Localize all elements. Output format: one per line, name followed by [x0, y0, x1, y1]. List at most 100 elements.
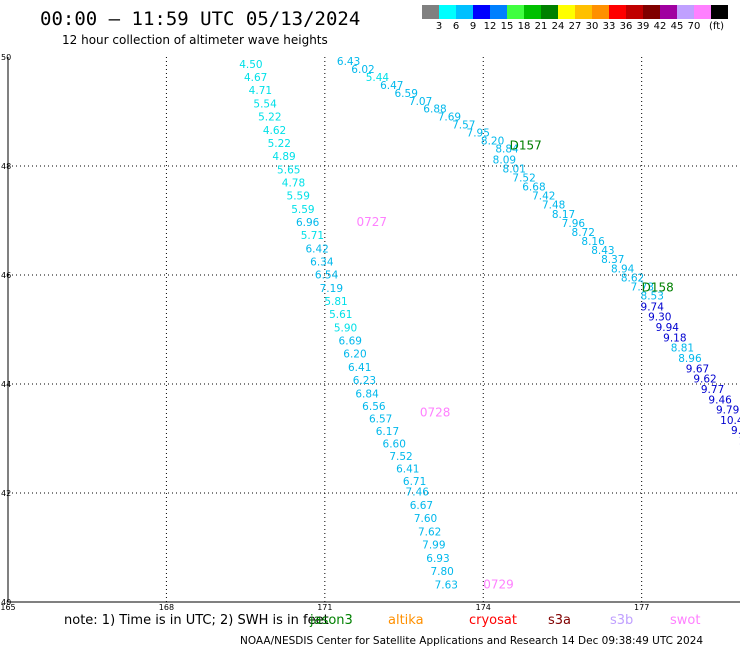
- legend-swatch: [694, 5, 711, 19]
- legend-swatch: [422, 5, 439, 19]
- wave-height-value: 4.62: [263, 125, 286, 137]
- legend-swatch: [524, 5, 541, 19]
- wave-height-value: 7.19: [320, 283, 343, 295]
- wave-height-value: 6.71: [403, 476, 426, 488]
- y-tick-label: 46: [1, 271, 11, 280]
- wave-height-value: 7.52: [389, 451, 412, 463]
- wave-height-value: 5.65: [277, 164, 300, 176]
- legend-swatch: [473, 5, 490, 19]
- legend-label: 39: [636, 21, 650, 32]
- wave-height-value: 6.17: [376, 426, 399, 438]
- legend-label: 15: [500, 21, 514, 32]
- wave-height-value: 8.20: [481, 135, 504, 147]
- wave-height-value: 5.81: [324, 296, 347, 308]
- wave-height-value: 8.72: [572, 227, 595, 239]
- wave-height-value: 7.60: [414, 513, 437, 525]
- x-tick-label: 174: [476, 603, 491, 612]
- wave-height-value: 5.44: [366, 72, 390, 84]
- pass-label: 0728: [420, 406, 451, 420]
- wave-height-value: 8.37: [601, 254, 624, 266]
- wave-height-value: 5.59: [291, 204, 314, 216]
- y-tick-label: 40: [1, 598, 11, 607]
- wave-height-value: 8.53: [641, 291, 664, 303]
- color-legend-bar: [422, 5, 728, 19]
- legend-swatch: [626, 5, 643, 19]
- satellite-label-jason3: jason3: [310, 613, 353, 628]
- wave-height-value: 9.18: [663, 332, 686, 344]
- wave-height-value: 7.62: [418, 526, 441, 538]
- wave-height-value: 6.47: [380, 80, 403, 92]
- wave-height-value: 6.41: [396, 463, 419, 475]
- legend-swatch: [575, 5, 592, 19]
- wave-height-value: 6.56: [362, 401, 386, 413]
- legend-swatch: [677, 5, 694, 19]
- wave-height-value: 5.90: [334, 322, 357, 334]
- legend-swatch: [609, 5, 626, 19]
- footnote: note: 1) Time is in UTC; 2) SWH is in fe…: [64, 613, 329, 628]
- wave-height-value: 8.01: [503, 163, 526, 175]
- wave-height-value: 9.67: [686, 363, 709, 375]
- wave-height-value: 8.62: [621, 272, 644, 284]
- wave-height-value: 9.94: [656, 322, 680, 334]
- wave-height-value: 6.23: [353, 375, 376, 387]
- legend-swatch: [660, 5, 677, 19]
- pass-label: 0729: [483, 577, 514, 591]
- wave-height-value: 8.17: [552, 209, 575, 221]
- satellite-label-altika: altika: [388, 613, 424, 628]
- credit-line: NOAA/NESDIS Center for Satellite Applica…: [240, 635, 704, 647]
- legend-label: 3: [435, 21, 443, 32]
- wave-height-value: 9.95: [731, 425, 740, 437]
- legend-label: 45: [670, 21, 684, 32]
- wave-height-value: 7.46: [406, 487, 430, 499]
- wave-height-value: 7.69: [438, 112, 461, 124]
- legend-label: 70: [687, 21, 701, 32]
- wave-height-value: 9.79: [716, 405, 739, 417]
- x-tick-label: 165: [0, 603, 15, 612]
- wave-height-value: 5.22: [258, 112, 281, 124]
- x-tick-label: 171: [317, 603, 332, 612]
- wave-height-value: 8.09: [493, 154, 516, 166]
- wave-height-value: 9.77: [701, 384, 724, 396]
- wave-height-value: 6.93: [426, 553, 449, 565]
- wave-height-value: 6.34: [310, 256, 334, 268]
- wave-height-value: 5.71: [301, 230, 324, 242]
- y-tick-label: 42: [1, 489, 11, 498]
- wave-height-value: 7.99: [422, 540, 445, 552]
- legend-unit: (ft): [709, 21, 725, 32]
- legend-label: 30: [585, 21, 599, 32]
- wave-height-value: 6.96: [296, 217, 320, 229]
- wave-height-value: 7.96: [562, 218, 586, 230]
- legend-swatch: [643, 5, 660, 19]
- wave-height-value: 5.61: [329, 309, 352, 321]
- chart-title: 00:00 – 11:59 UTC 05/13/2024: [40, 8, 361, 30]
- wave-height-value: 9.46: [708, 394, 732, 406]
- legend-label: 24: [551, 21, 565, 32]
- wave-height-value: 6.42: [305, 243, 328, 255]
- y-tick-label: 48: [1, 162, 11, 171]
- wave-height-value: 7.48: [542, 200, 565, 212]
- satellite-label-s3a: s3a: [548, 613, 572, 628]
- wave-height-value: 7.42: [532, 191, 555, 203]
- legend-swatch: [490, 5, 507, 19]
- pass-label: 0727: [357, 215, 388, 229]
- wave-height-value: 6.59: [395, 88, 418, 100]
- pass-label: D158: [642, 280, 674, 294]
- wave-height-value: 6.54: [315, 270, 339, 282]
- wave-height-value: 7.07: [409, 96, 432, 108]
- legend-label: 27: [568, 21, 582, 32]
- legend-label: 21: [534, 21, 548, 32]
- legend-label: 18: [517, 21, 531, 32]
- x-tick-label: 168: [159, 603, 174, 612]
- legend-label: 42: [653, 21, 667, 32]
- wave-height-value: 4.71: [249, 85, 272, 97]
- wave-height-value: 7.73: [631, 281, 654, 293]
- legend-label: 33: [602, 21, 616, 32]
- wave-height-value: 6.88: [423, 104, 446, 116]
- wave-height-value: 5.54: [253, 98, 277, 110]
- wave-height-value: 6.60: [383, 438, 406, 450]
- wave-height-value: 6.57: [369, 414, 392, 426]
- legend-label: 9: [469, 21, 477, 32]
- wave-height-value: 5.59: [287, 191, 310, 203]
- wave-height-value: 8.43: [591, 245, 614, 257]
- wave-height-value: 8.94: [611, 263, 635, 275]
